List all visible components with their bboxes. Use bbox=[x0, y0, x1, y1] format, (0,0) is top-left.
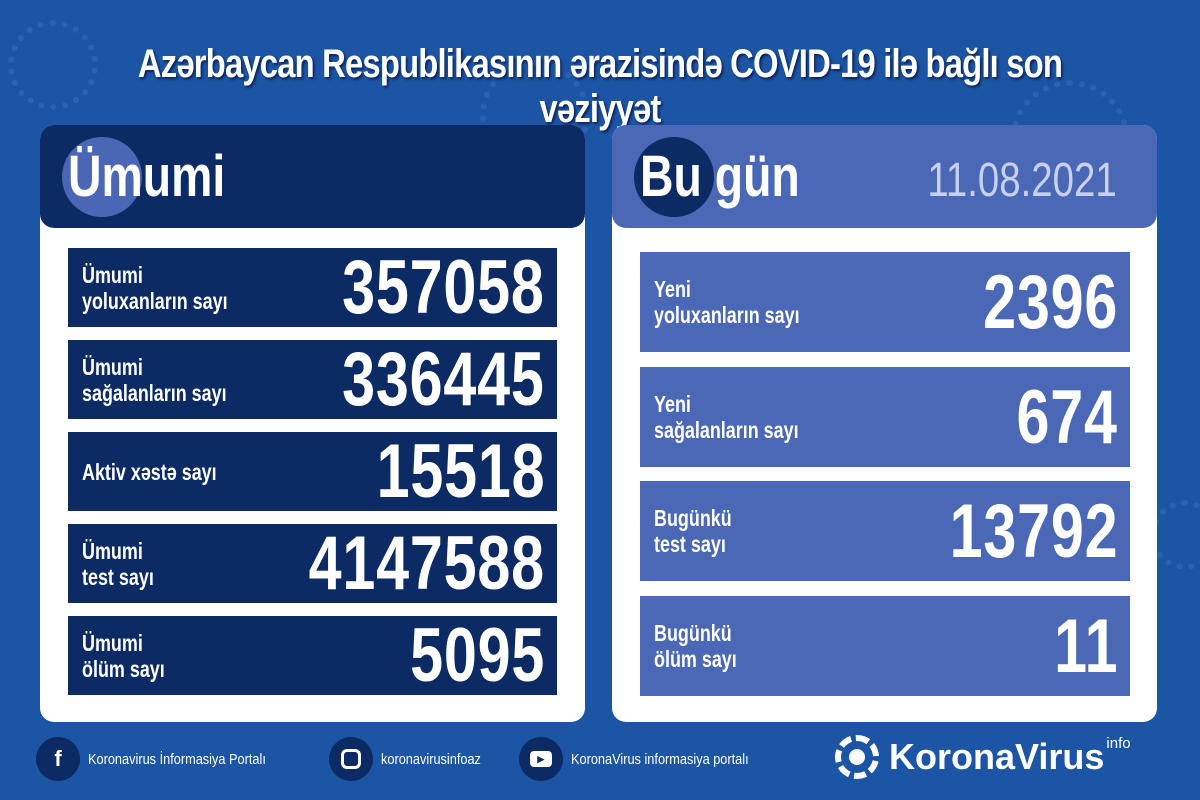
stat-value: 4147588 bbox=[308, 521, 545, 606]
stat-row: Yeni yoluxanların sayı 2396 bbox=[640, 252, 1130, 352]
virus-decoration bbox=[8, 20, 98, 110]
facebook-icon: f bbox=[36, 737, 80, 781]
today-date: 11.08.2021 bbox=[927, 154, 1117, 207]
stat-value: 2396 bbox=[982, 259, 1118, 345]
sun-icon bbox=[835, 735, 879, 779]
today-panel: Bu gün 11.08.2021 Yeni yoluxanların sayı 2… bbox=[612, 125, 1157, 722]
stat-row: Yeni sağalanların sayı 674 bbox=[640, 367, 1130, 467]
page-title: Azərbaycan Respublikasının ərazisində CO… bbox=[137, 42, 1063, 131]
today-heading: Bu gün bbox=[640, 144, 800, 209]
stat-row: Ümumi ölüm sayı 5095 bbox=[68, 613, 557, 698]
stat-value: 357058 bbox=[342, 245, 545, 330]
footer: f Koronavirus İnformasiya Portalı koronav… bbox=[36, 736, 800, 782]
stat-value: 5095 bbox=[409, 613, 545, 698]
virus-icon bbox=[634, 137, 714, 217]
stat-row: Ümumi sağalanların sayı 336445 bbox=[68, 337, 557, 422]
stat-row: Ümumi yoluxanların sayı 357058 bbox=[68, 245, 557, 330]
virus-decoration bbox=[1150, 500, 1200, 570]
total-header: Ümumi bbox=[40, 125, 585, 228]
virus-icon bbox=[62, 137, 142, 217]
stat-value: 15518 bbox=[376, 429, 545, 514]
stat-row: Bugünkü ölüm sayı 11 bbox=[640, 596, 1130, 696]
today-header: Bu gün 11.08.2021 bbox=[612, 125, 1157, 228]
total-heading: Ümumi bbox=[68, 144, 226, 209]
stat-row: Bugünkü test sayı 13792 bbox=[640, 481, 1130, 581]
youtube-link[interactable]: ▶ KoronaVirus informasiya portalı bbox=[518, 737, 780, 781]
instagram-link[interactable]: koronavirusinfoaz bbox=[329, 737, 499, 781]
stat-value: 336445 bbox=[342, 337, 545, 422]
instagram-icon bbox=[329, 737, 374, 781]
stat-value: 674 bbox=[1016, 374, 1118, 460]
youtube-icon: ▶ bbox=[518, 737, 563, 781]
stat-row: Ümumi test sayı 4147588 bbox=[68, 521, 557, 606]
total-panel: Ümumi Ümumi yoluxanların sayı 357058 Ümumi… bbox=[40, 125, 585, 722]
facebook-link[interactable]: f Koronavirus İnformasiya Portalı bbox=[36, 737, 297, 781]
stat-value: 11 bbox=[1053, 603, 1118, 689]
stat-row: Aktiv xəstə sayı 15518 bbox=[68, 429, 557, 514]
stat-value: 13792 bbox=[949, 488, 1118, 574]
koronavirus-logo: KoronaVirus info bbox=[835, 735, 1131, 779]
